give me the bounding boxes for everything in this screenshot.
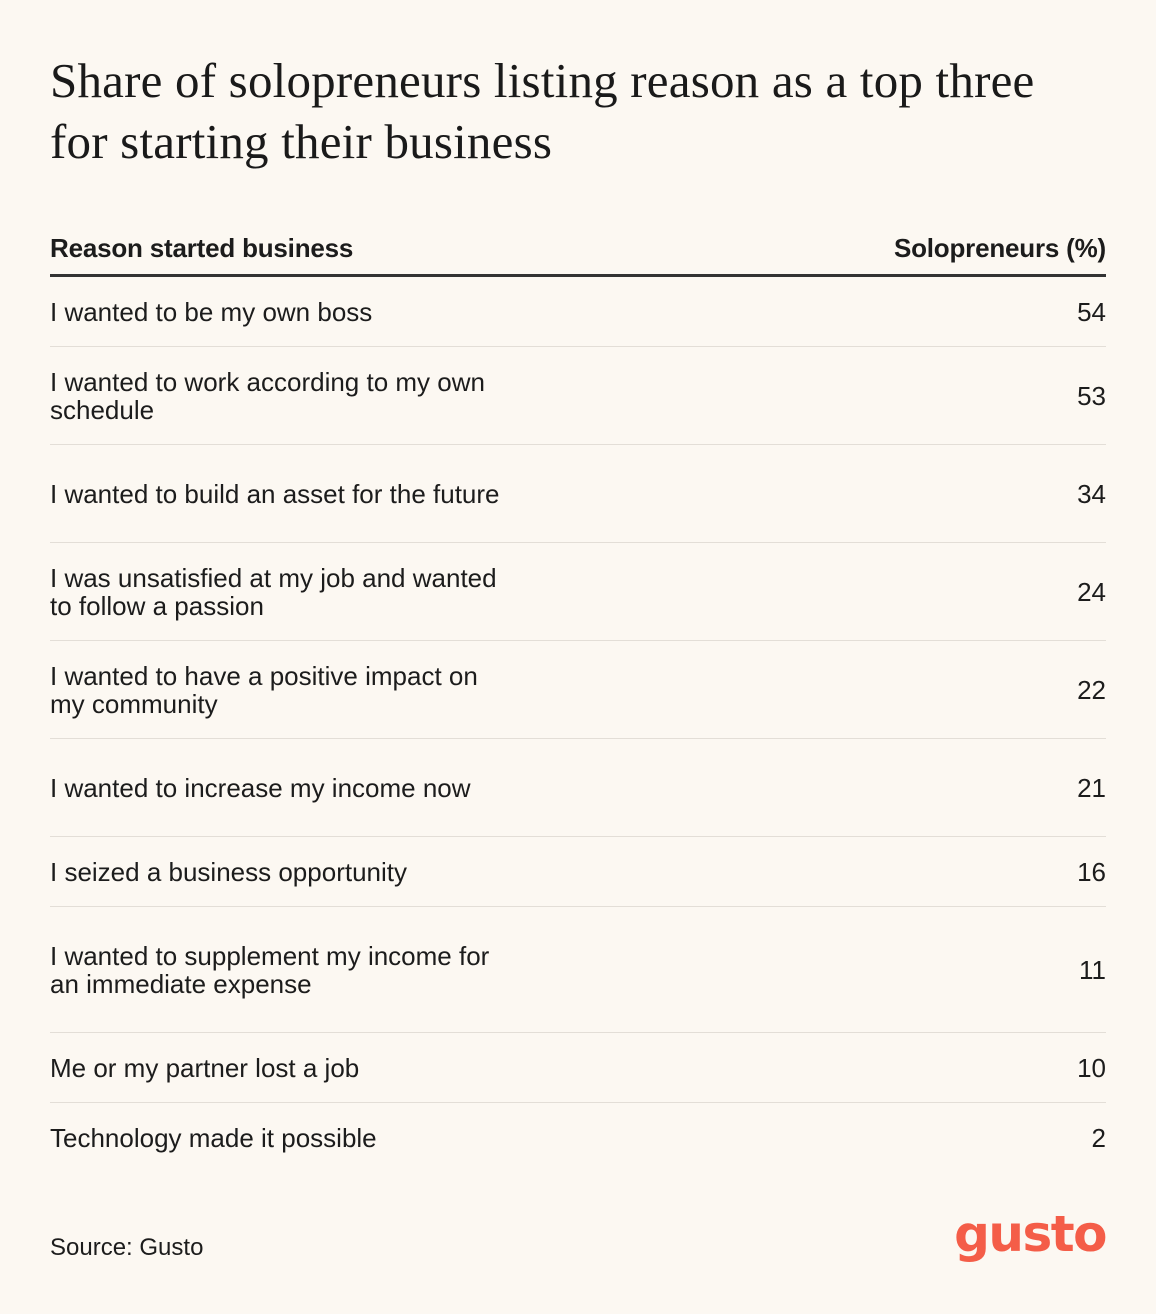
table-row: I seized a business opportunity 16 [50, 837, 1106, 907]
row-percent: 2 [1091, 1123, 1106, 1153]
row-percent: 22 [1077, 674, 1106, 705]
row-reason: I wanted to increase my income now [50, 772, 471, 803]
row-reason: I wanted to build an asset for the futur… [50, 478, 500, 509]
table-row: Me or my partner lost a job 10 [50, 1033, 1106, 1103]
row-percent: 11 [1079, 954, 1106, 985]
table-row: I wanted to supplement my income for an … [50, 907, 1106, 1033]
row-percent: 54 [1077, 296, 1106, 327]
table-row: I wanted to have a positive impact on my… [50, 641, 1106, 739]
table-row: I was unsatisfied at my job and wanted t… [50, 543, 1106, 641]
table-row: I wanted to work according to my own sch… [50, 347, 1106, 445]
row-percent: 21 [1077, 772, 1106, 803]
table-row: I wanted to be my own boss 54 [50, 277, 1106, 347]
row-percent: 34 [1077, 478, 1106, 509]
table-row: Technology made it possible 2 [50, 1103, 1106, 1173]
row-percent: 10 [1077, 1052, 1106, 1083]
table-row: I wanted to build an asset for the futur… [50, 445, 1106, 543]
row-reason: Technology made it possible [50, 1123, 377, 1153]
column-header-percent: Solopreneurs (%) [893, 232, 1106, 263]
row-percent: 16 [1077, 856, 1106, 887]
column-header-reason: Reason started business [50, 232, 354, 263]
row-reason: I was unsatisfied at my job and wanted t… [50, 562, 497, 621]
data-table: Reason started business Solopreneurs (%)… [50, 222, 1106, 1173]
row-reason: I wanted to have a positive impact on my… [50, 660, 478, 719]
table-body: I wanted to be my own boss 54 I wanted to … [50, 277, 1106, 1173]
chart-title: Share of solopreneurs listing reason as … [50, 53, 1035, 169]
table-header: Reason started business Solopreneurs (%) [50, 222, 1106, 277]
gusto-logo: gusto [954, 1205, 1107, 1263]
row-reason: I wanted to be my own boss [50, 296, 373, 327]
row-reason: I wanted to work according to my own sch… [50, 366, 485, 425]
table-row: I wanted to increase my income now 21 [50, 739, 1106, 837]
row-reason: I wanted to supplement my income for an … [50, 940, 490, 999]
row-reason: I seized a business opportunity [50, 856, 407, 887]
source-note: Source: Gusto [50, 1234, 204, 1261]
row-reason: Me or my partner lost a job [50, 1052, 360, 1083]
row-percent: 24 [1077, 576, 1106, 607]
row-percent: 53 [1077, 380, 1106, 411]
